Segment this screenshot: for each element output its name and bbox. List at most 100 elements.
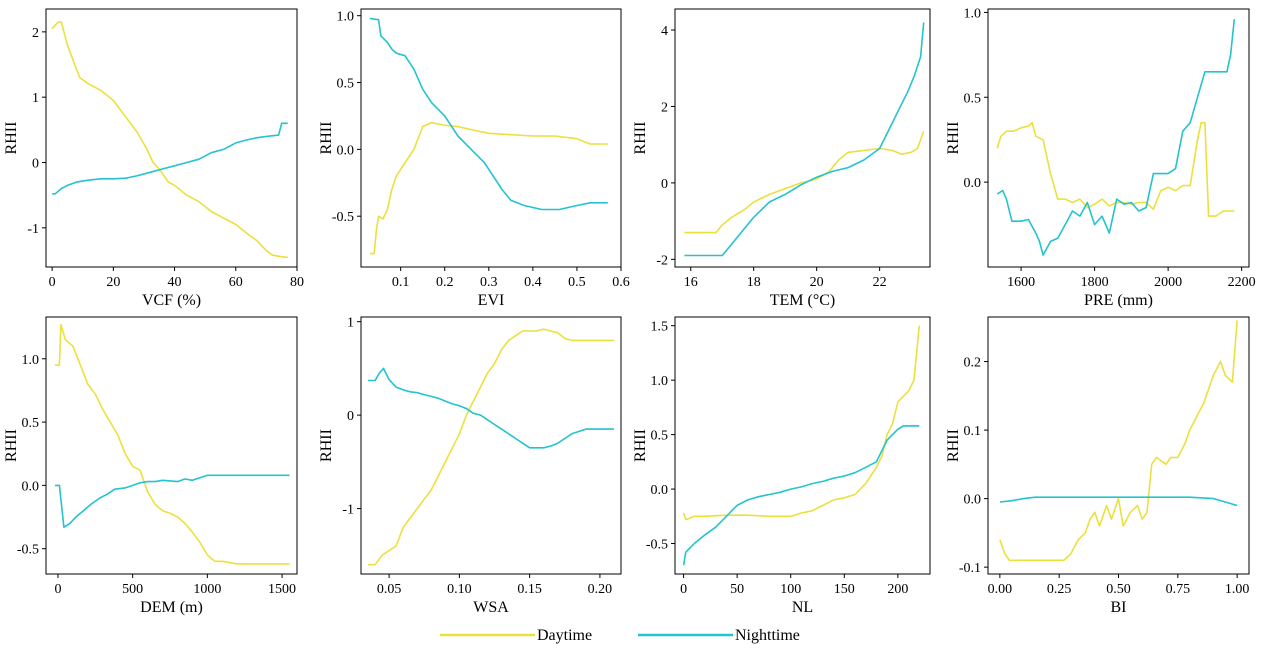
x-axis-label: PRE (mm) [1084, 292, 1153, 309]
x-tick-label: 2200 [1228, 275, 1256, 290]
series-line-nighttime [684, 22, 925, 257]
x-axis-label: EVI [478, 292, 505, 309]
y-tick-label: 1.5 [651, 320, 669, 335]
y-tick-label: 0.0 [964, 176, 982, 191]
y-tick-label: 0.2 [964, 356, 982, 371]
legend: Daytime Nighttime [440, 627, 800, 644]
plot-frame [987, 316, 1250, 575]
x-tick-label: 22 [873, 275, 887, 290]
x-tick-label: 0.6 [612, 275, 630, 290]
x-tick-label: 16 [684, 275, 698, 290]
y-tick-label: 0.0 [337, 143, 355, 158]
series-line-daytime [996, 121, 1235, 217]
x-axis-label: NL [792, 599, 813, 616]
panel-2: 0.1 0.2 0.3 0.4 0.5 0.6 -0.5 0.0 0.5 1.0 EVI RHII [318, 8, 630, 309]
y-tick-label: 1.0 [964, 6, 982, 21]
y-tick-label: 2 [32, 26, 39, 41]
series-line-nighttime [55, 474, 290, 528]
y-axis-label: RHII [318, 122, 335, 155]
legend-label-nighttime: Nighttime [735, 627, 800, 644]
x-axis-label: VCF (%) [142, 292, 201, 309]
y-tick-label: 0.0 [22, 479, 40, 494]
plot-frame [674, 8, 931, 268]
legend-label-daytime: Daytime [537, 627, 592, 644]
x-tick-label: 0.25 [1047, 582, 1072, 597]
x-tick-label: 18 [747, 275, 761, 290]
y-tick-label: 1.0 [22, 353, 40, 368]
y-axis-label: RHII [3, 122, 20, 155]
x-tick-label: 0.50 [1106, 582, 1131, 597]
series-line-daytime [684, 131, 925, 234]
series-line-daytime [51, 21, 288, 258]
series-line-nighttime [368, 367, 614, 449]
y-tick-label: 1 [347, 316, 354, 331]
panel-3: 16 18 20 22 -2 0 2 4 TEM (°C) RHII [632, 8, 931, 309]
x-tick-label: 1000 [193, 582, 221, 597]
x-tick-label: 1600 [1007, 275, 1035, 290]
plot-frame [360, 8, 622, 268]
x-axis-label: BI [1111, 599, 1127, 616]
series-line-daytime [369, 121, 608, 255]
x-tick-label: 0.5 [568, 275, 586, 290]
x-tick-label: 0.15 [517, 582, 542, 597]
x-axis-label: WSA [473, 599, 509, 616]
x-tick-label: 0 [680, 582, 687, 597]
x-tick-label: 60 [229, 275, 243, 290]
y-tick-label: -1 [27, 222, 39, 237]
y-tick-label: 0.5 [651, 429, 669, 444]
series-line-nighttime [996, 19, 1236, 256]
y-tick-label: -0.5 [332, 210, 354, 225]
plot-frame [674, 316, 931, 575]
y-tick-label: 1 [32, 91, 39, 106]
x-tick-label: 150 [834, 582, 855, 597]
panel-7: 0 50 100 150 200 -0.5 0.0 0.5 1.0 1.5 NL RHII [632, 316, 931, 616]
y-axis-label: RHII [3, 429, 20, 462]
x-tick-label: 0.10 [447, 582, 472, 597]
panel-1: 0 20 40 60 80 -1 0 1 2 VCF (%) RHII [3, 8, 304, 309]
y-axis-label: RHII [945, 122, 962, 155]
x-tick-label: 1500 [268, 582, 296, 597]
series-line-daytime [682, 325, 921, 521]
x-tick-label: 0.4 [524, 275, 542, 290]
panel-6: 0.05 0.10 0.15 0.20 -1 0 1 WSA RHII [318, 316, 622, 616]
x-tick-label: 0.20 [588, 582, 613, 597]
x-tick-label: 50 [730, 582, 744, 597]
series-line-nighttime [369, 17, 608, 211]
series-line-nighttime [52, 122, 288, 195]
plot-frame [360, 316, 622, 575]
y-tick-label: 0 [347, 409, 354, 424]
y-tick-label: 0 [32, 156, 39, 171]
x-tick-label: 0 [54, 582, 61, 597]
y-tick-label: -2 [656, 253, 668, 268]
series-line-nighttime [682, 425, 920, 566]
x-axis-label: TEM (°C) [770, 292, 836, 309]
x-tick-label: 20 [106, 275, 120, 290]
y-axis-label: RHII [632, 122, 649, 155]
x-tick-label: 1800 [1081, 275, 1109, 290]
panel-4: 1600 1800 2000 2200 0.0 0.5 1.0 PRE (mm) RHII [945, 6, 1256, 309]
x-tick-label: 0.2 [436, 275, 454, 290]
y-tick-label: 0.1 [964, 424, 982, 439]
x-tick-label: 0 [49, 275, 56, 290]
x-tick-label: 0.75 [1166, 582, 1191, 597]
y-tick-label: -0.5 [646, 538, 668, 553]
x-tick-label: 0.3 [480, 275, 498, 290]
y-tick-label: -0.1 [959, 561, 981, 576]
x-tick-label: 0.05 [377, 582, 402, 597]
y-tick-label: -1 [342, 503, 354, 518]
panel-5: 0 500 1000 1500 -0.5 0.0 0.5 1.0 DEM (m) RHII [3, 316, 298, 616]
y-tick-label: 1.0 [337, 10, 355, 25]
y-tick-label: 4 [661, 24, 668, 39]
series-line-daytime [55, 323, 290, 565]
y-tick-label: -0.5 [17, 543, 39, 558]
x-tick-label: 2000 [1154, 275, 1182, 290]
y-axis-label: RHII [632, 429, 649, 462]
x-tick-label: 20 [810, 275, 824, 290]
series-line-daytime [999, 320, 1238, 562]
panel-8: 0.00 0.25 0.50 0.75 1.00 -0.1 0.0 0.1 0.2 BI RHII [945, 316, 1250, 616]
y-tick-label: 0.0 [651, 483, 669, 498]
y-tick-label: 0.0 [964, 493, 982, 508]
y-tick-label: 0 [661, 177, 668, 192]
x-tick-label: 500 [122, 582, 143, 597]
